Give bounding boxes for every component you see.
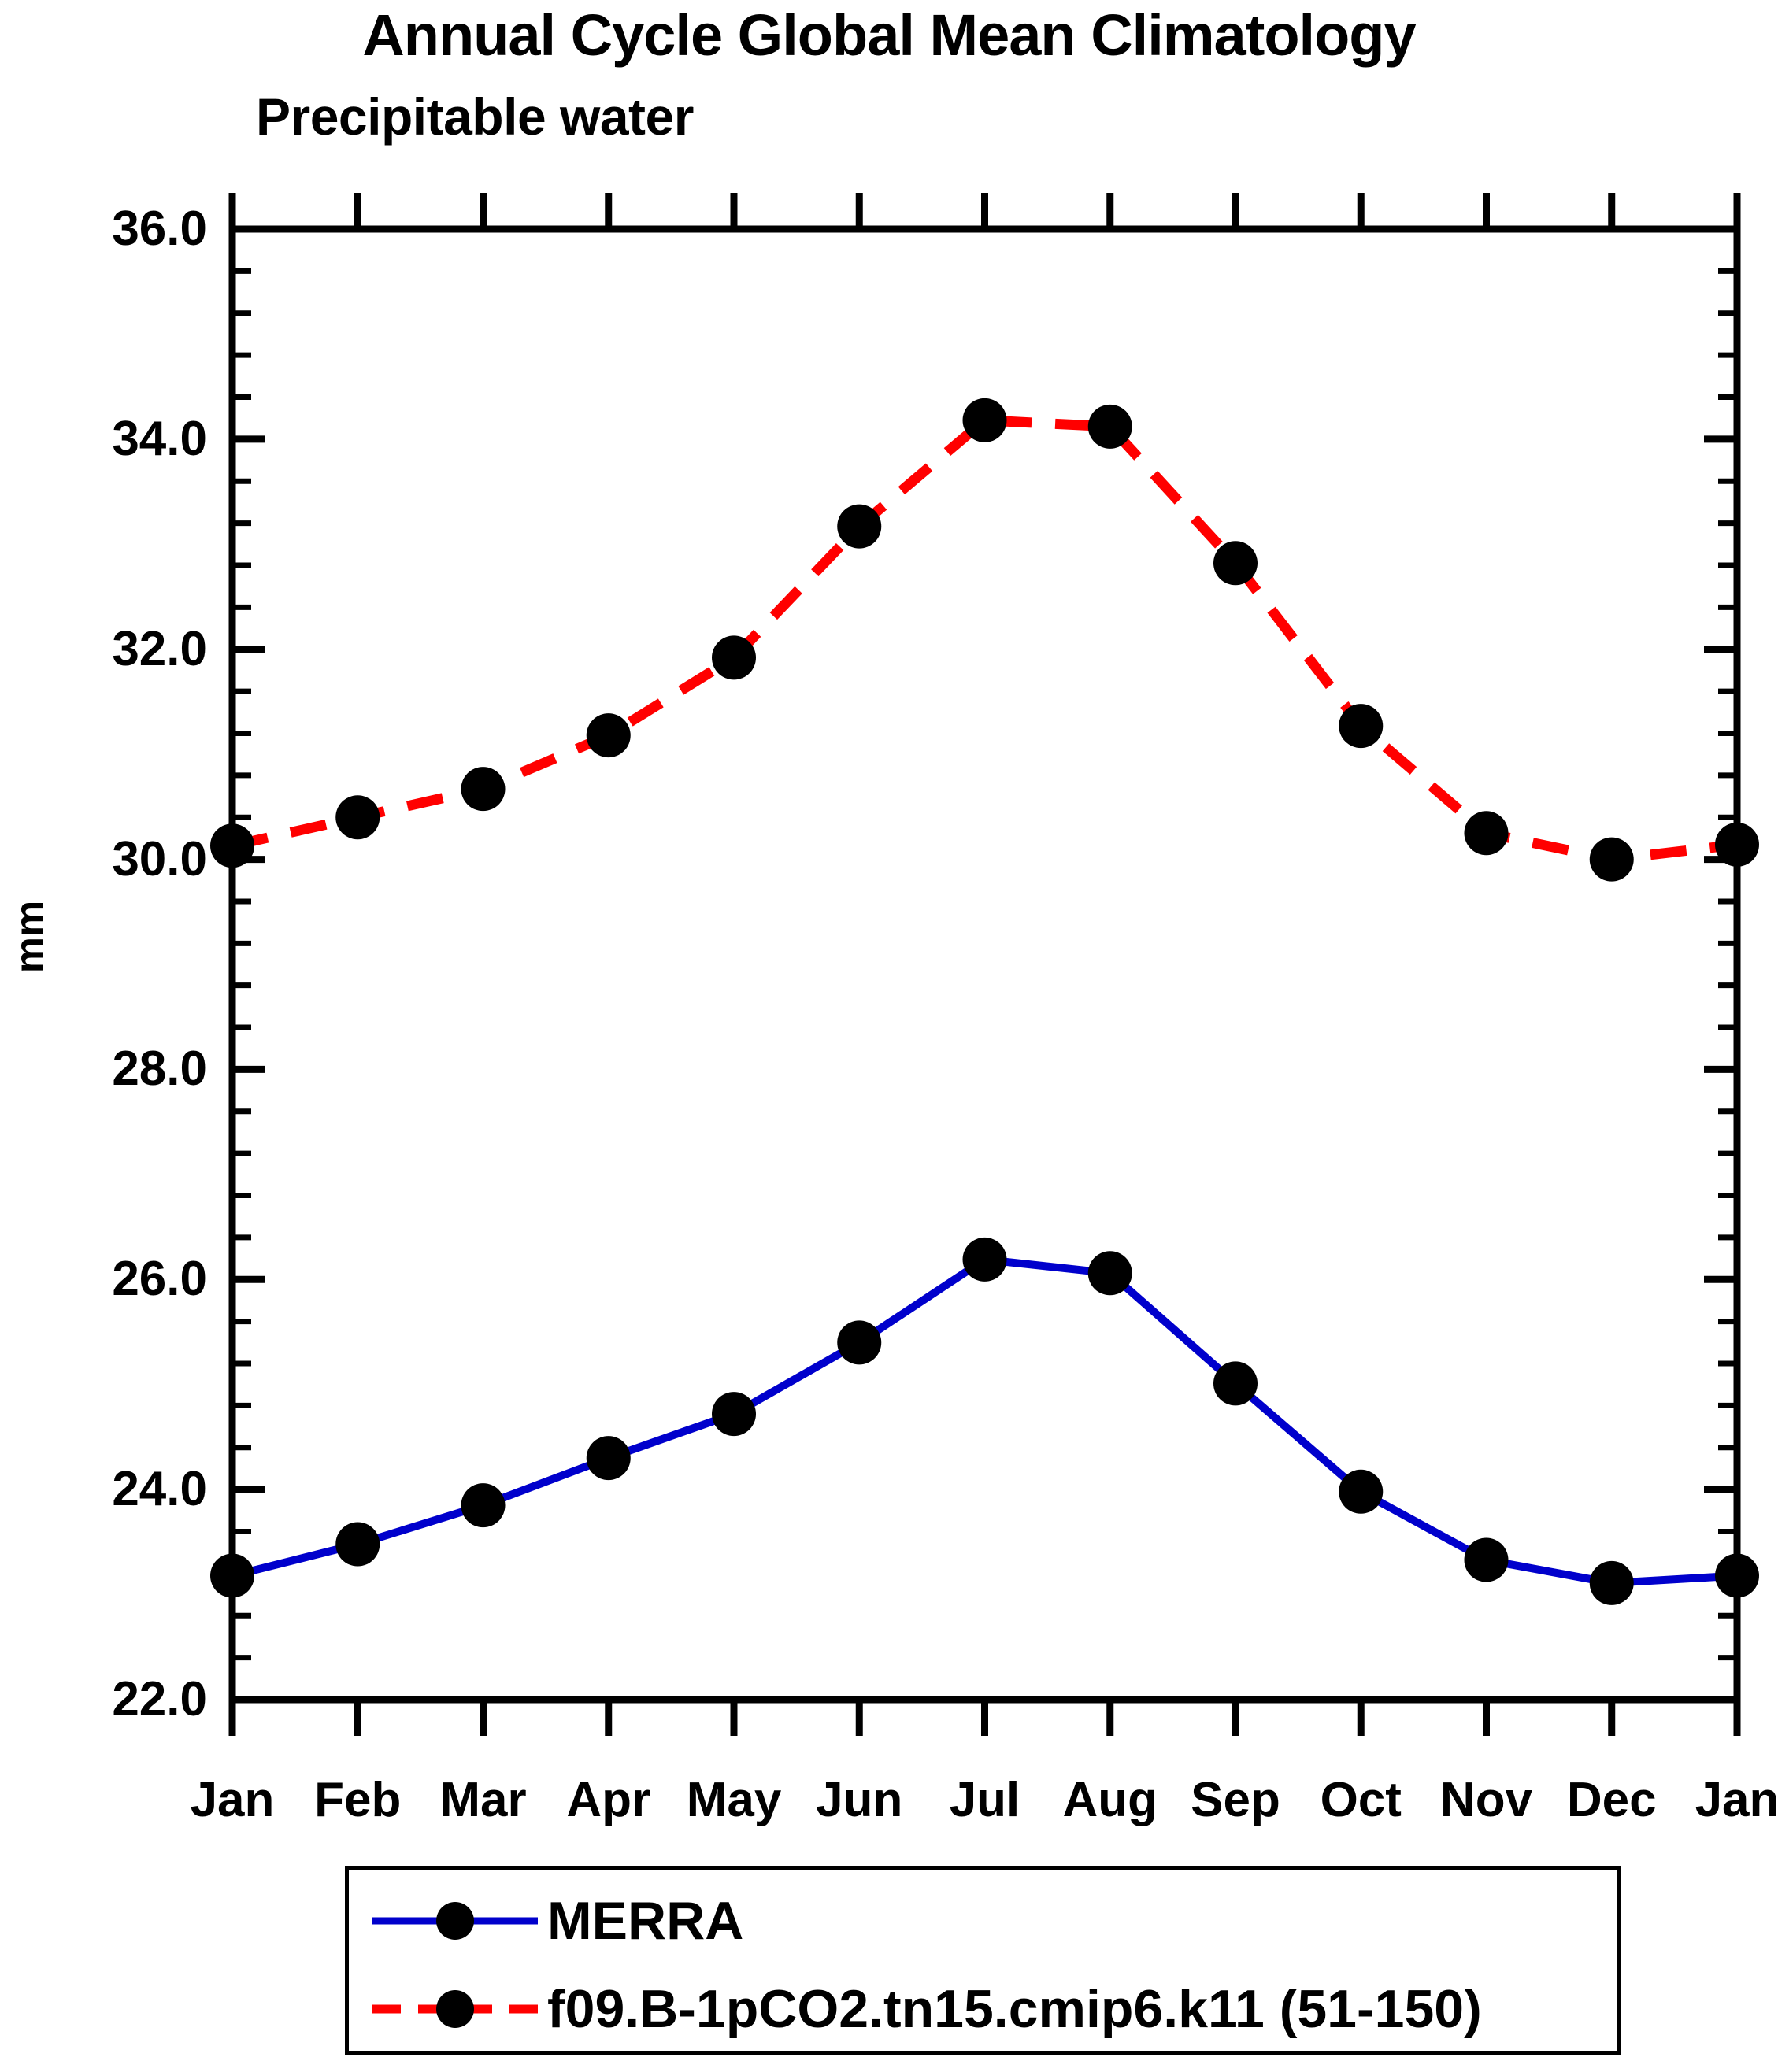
x-tick-label: Feb: [314, 1773, 402, 1827]
legend-label-model: f09.B-1pCO2.tn15.cmip6.k11 (51-150): [547, 1979, 1482, 2039]
data-point: [1715, 1553, 1759, 1598]
data-point: [1087, 404, 1132, 449]
data-point: [837, 1320, 882, 1365]
data-point: [1213, 541, 1258, 586]
x-tick-label: Mar: [439, 1773, 527, 1827]
data-point: [837, 504, 882, 549]
y-tick-label: 36.0: [112, 202, 207, 256]
data-point: [335, 795, 380, 840]
page-title: Annual Cycle Global Mean Climatology: [362, 2, 1416, 68]
x-tick-label: Oct: [1320, 1773, 1402, 1827]
data-point: [1464, 1537, 1509, 1582]
data-point: [461, 1483, 506, 1528]
data-point: [1339, 1469, 1384, 1514]
data-point: [1589, 1560, 1634, 1605]
y-tick-label: 30.0: [112, 831, 207, 886]
x-tick-label: Jan: [1695, 1773, 1778, 1827]
legend-item-merra[interactable]: MERRA: [349, 1878, 1617, 1964]
data-point: [1213, 1361, 1258, 1406]
y-tick-label: 22.0: [112, 1672, 207, 1726]
axes: [228, 193, 1741, 1736]
legend-item-model[interactable]: f09.B-1pCO2.tn15.cmip6.k11 (51-150): [349, 1966, 1617, 2052]
y-tick-label: 32.0: [112, 621, 207, 676]
data-point: [335, 1522, 380, 1567]
data-point: [962, 1237, 1007, 1282]
data-point: [210, 823, 254, 868]
data-series: [210, 398, 1759, 1605]
data-point: [1087, 1251, 1132, 1296]
data-point: [1589, 837, 1634, 882]
data-point: [1464, 811, 1509, 856]
y-tick-label: 24.0: [112, 1462, 207, 1517]
plot-frame: [228, 225, 1741, 1704]
x-tick-label: Apr: [566, 1773, 651, 1827]
legend-swatch-model: [372, 1990, 538, 2028]
data-point: [461, 767, 506, 812]
x-tick-label: Jan: [190, 1773, 275, 1827]
x-tick-label: Nov: [1439, 1773, 1533, 1827]
data-point: [1715, 822, 1759, 867]
legend-swatch-merra: [372, 1902, 538, 1940]
y-tick-label: 28.0: [112, 1042, 207, 1097]
y-tick-label: 34.0: [112, 411, 207, 466]
data-point: [586, 713, 631, 758]
x-tick-label: Jul: [949, 1773, 1020, 1827]
chart-subtitle: Precipitable water: [256, 87, 694, 146]
x-tick-label: Sep: [1191, 1773, 1280, 1827]
x-tick-label: May: [686, 1773, 782, 1827]
legend: MERRA f09.B-1pCO2.tn15.cmip6.k11 (51-150…: [345, 1866, 1621, 2055]
data-point: [712, 1392, 756, 1437]
series-line-0: [231, 1255, 1738, 1587]
data-point: [712, 635, 756, 680]
data-point: [1339, 704, 1384, 749]
data-point: [210, 1553, 254, 1598]
x-tick-label: Dec: [1566, 1773, 1657, 1827]
x-tick-label: Aug: [1062, 1773, 1158, 1827]
series-line-1: [231, 415, 1738, 865]
data-point: [962, 398, 1007, 442]
y-tick-label: 26.0: [112, 1252, 207, 1307]
legend-label-merra: MERRA: [547, 1891, 744, 1951]
data-point: [586, 1436, 631, 1481]
x-tick-label: Jun: [816, 1773, 903, 1827]
